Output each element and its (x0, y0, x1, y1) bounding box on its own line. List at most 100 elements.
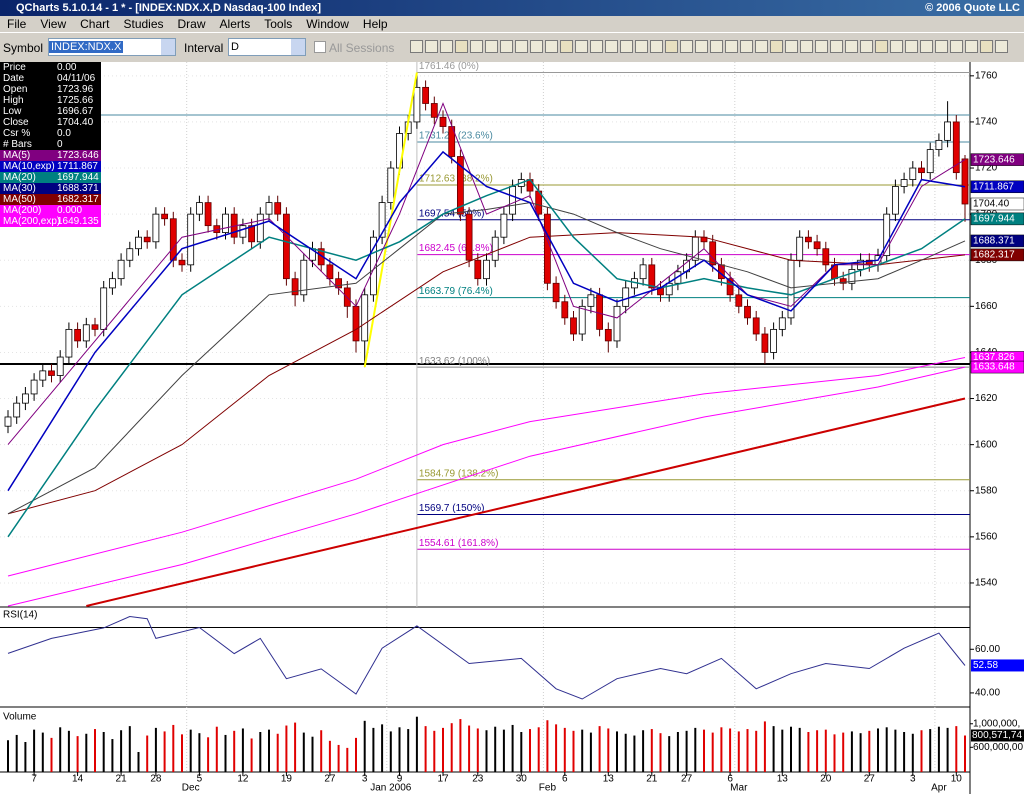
tool-button[interactable] (530, 40, 543, 53)
info-row: MA(5) 1723.646 (0, 150, 101, 161)
tool-button[interactable] (710, 40, 723, 53)
price-label-box (970, 153, 1024, 166)
candle-body (813, 241, 821, 250)
menu-item[interactable]: View (40, 17, 67, 31)
tool-button[interactable] (935, 40, 948, 53)
candle-body (352, 305, 360, 342)
tool-button[interactable] (950, 40, 963, 53)
menu-item[interactable]: Tools (264, 17, 293, 31)
candle-body (30, 379, 38, 395)
tool-button[interactable] (875, 40, 888, 53)
tool-button[interactable] (920, 40, 933, 53)
candle-body (483, 259, 490, 280)
tool-button[interactable] (515, 40, 528, 53)
info-row: MA(20) 1697.944 (0, 172, 101, 183)
candle-body (900, 179, 908, 187)
x-tick-label: 3 (910, 774, 916, 785)
info-label: MA(10,exp) (3, 161, 55, 172)
tool-button[interactable] (545, 40, 558, 53)
tool-button[interactable] (575, 40, 588, 53)
interval-select[interactable]: D (228, 38, 306, 56)
tool-button[interactable] (650, 40, 663, 53)
volume-title: Volume (3, 712, 37, 723)
tool-button[interactable] (800, 40, 813, 53)
price-label-box (970, 234, 1024, 248)
tool-button[interactable] (770, 40, 783, 53)
candle-body (300, 259, 308, 296)
info-value: 0.00 (57, 62, 77, 73)
candle-body (570, 317, 577, 335)
tool-button[interactable] (785, 40, 798, 53)
tool-button[interactable] (620, 40, 633, 53)
candle-body (265, 202, 273, 215)
price-label: 1688.371 (973, 236, 1015, 247)
tool-button[interactable] (830, 40, 843, 53)
candle-body (369, 236, 377, 296)
x-month-label: Jan 2006 (370, 783, 412, 794)
tool-button[interactable] (740, 40, 753, 53)
tool-button[interactable] (590, 40, 603, 53)
tool-button[interactable] (980, 40, 993, 53)
tool-button[interactable] (860, 40, 873, 53)
candle-body (117, 259, 125, 280)
plot-background (0, 62, 970, 772)
menu-item[interactable]: Alerts (219, 17, 251, 31)
candle-body (248, 225, 256, 243)
menu-item[interactable]: Studies (123, 17, 164, 31)
info-label: MA(50) (3, 194, 36, 205)
tool-button[interactable] (425, 40, 438, 53)
tool-button[interactable] (455, 40, 468, 53)
fib-label: 1761.46 (0%) (419, 61, 479, 72)
sessions-checkbox[interactable]: All Sessions (314, 41, 394, 55)
info-value: 0.000 (57, 205, 83, 216)
menu-item[interactable]: Draw (177, 17, 206, 31)
info-row: High 1725.66 (0, 95, 101, 106)
tool-button[interactable] (410, 40, 423, 53)
symbol-select[interactable]: INDEX:NDX.X (48, 38, 176, 56)
menu-item[interactable]: File (7, 17, 27, 31)
tool-button[interactable] (470, 40, 483, 53)
candle-body (491, 236, 499, 261)
candle-body (639, 264, 647, 280)
info-value: 04/11/06 (57, 73, 96, 84)
info-value: 1723.646 (57, 150, 99, 161)
candle-body (178, 259, 186, 266)
candle-body (500, 213, 508, 238)
x-month-label: Apr (931, 783, 947, 794)
tool-button[interactable] (845, 40, 858, 53)
sessions-label: All Sessions (329, 41, 395, 55)
x-tick-label: 3 (362, 774, 368, 785)
tool-button[interactable] (965, 40, 978, 53)
x-tick-label: 12 (237, 774, 249, 785)
tool-button[interactable] (905, 40, 918, 53)
tool-button[interactable] (695, 40, 708, 53)
info-value: 1696.67 (57, 106, 94, 117)
tool-button[interactable] (755, 40, 768, 53)
info-value: 1725.66 (57, 95, 94, 106)
x-tick-label: 21 (116, 774, 128, 785)
candle-body (596, 294, 603, 330)
tool-button[interactable] (605, 40, 618, 53)
tool-button[interactable] (815, 40, 828, 53)
menu-item[interactable]: Help (362, 17, 388, 31)
menu-item[interactable]: Chart (80, 17, 110, 31)
candle-body (291, 278, 299, 296)
tool-button[interactable] (635, 40, 648, 53)
tool-button[interactable] (665, 40, 678, 53)
x-tick-label: 13 (777, 774, 789, 785)
candle-body (4, 416, 12, 427)
candle-body (439, 116, 447, 127)
x-month-label: Feb (539, 783, 557, 794)
tool-button[interactable] (485, 40, 498, 53)
tool-button[interactable] (995, 40, 1008, 53)
tool-button[interactable] (890, 40, 903, 53)
tool-button[interactable] (680, 40, 693, 53)
tool-button[interactable] (560, 40, 573, 53)
tool-button[interactable] (500, 40, 513, 53)
tool-button[interactable] (440, 40, 453, 53)
candle-body (430, 103, 438, 118)
menu-item[interactable]: Window (306, 17, 349, 31)
x-tick-label: 21 (646, 774, 658, 785)
tool-button[interactable] (725, 40, 738, 53)
